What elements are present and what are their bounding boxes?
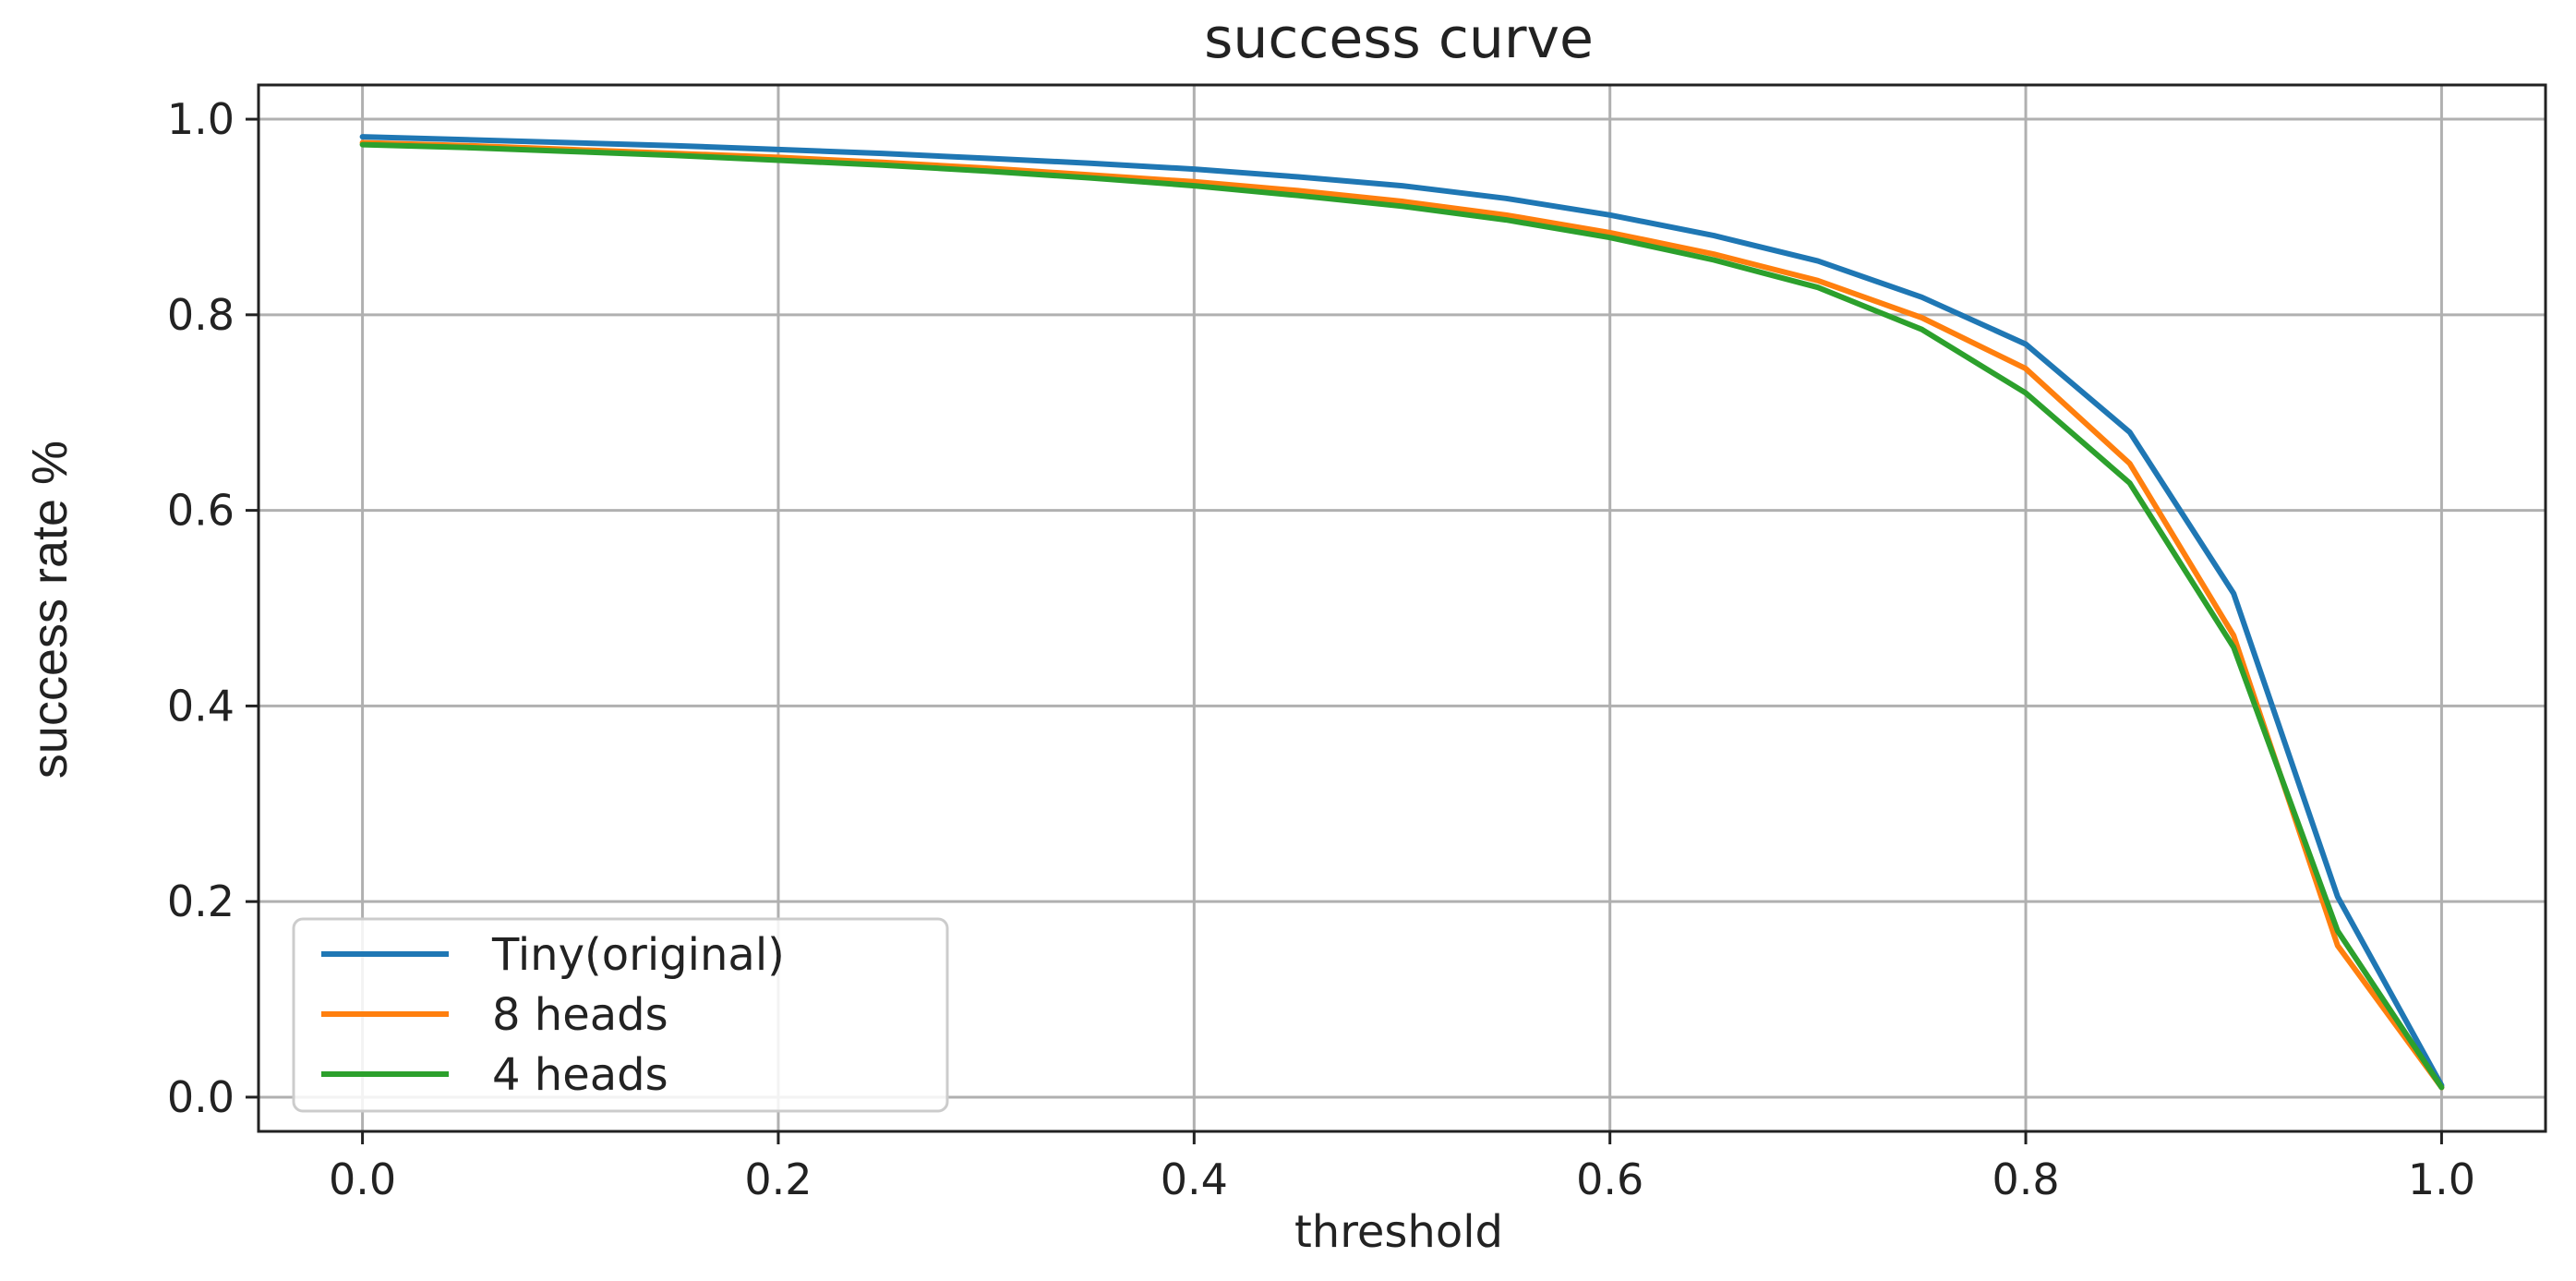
- y-tick-label: 1.0: [167, 94, 235, 144]
- y-tick-label: 0.0: [167, 1072, 235, 1122]
- x-axis-ticks: 0.0 0.2 0.4 0.6 0.8 1.0: [329, 1131, 2475, 1204]
- legend-label: 4 heads: [492, 1049, 668, 1101]
- y-axis-label: success rate %: [22, 441, 78, 779]
- y-axis-ticks: 0.0 0.2 0.4 0.6 0.8 1.0: [167, 94, 259, 1122]
- x-tick-label: 0.6: [1576, 1154, 1643, 1204]
- legend-label: Tiny(original): [491, 929, 785, 981]
- x-tick-label: 0.2: [744, 1154, 812, 1204]
- x-axis-label: threshold: [1294, 1206, 1503, 1258]
- x-tick-label: 1.0: [2408, 1154, 2475, 1204]
- x-tick-label: 0.0: [329, 1154, 396, 1204]
- y-tick-label: 0.6: [167, 486, 235, 536]
- legend: Tiny(original) 8 heads 4 heads: [292, 917, 949, 1113]
- y-tick-label: 0.4: [167, 681, 235, 731]
- series-line-3: [359, 141, 2445, 1091]
- x-tick-label: 0.8: [1992, 1154, 2059, 1204]
- series-lines: [359, 134, 2445, 1091]
- legend-label: 8 heads: [492, 989, 668, 1041]
- chart-title: success curve: [1204, 6, 1594, 71]
- legend-box: [292, 917, 949, 1113]
- series-line-1: [359, 134, 2445, 1089]
- y-tick-label: 0.2: [167, 876, 235, 926]
- y-tick-label: 0.8: [167, 290, 235, 340]
- x-tick-label: 0.4: [1161, 1154, 1228, 1204]
- plot-frame: [257, 83, 2547, 1133]
